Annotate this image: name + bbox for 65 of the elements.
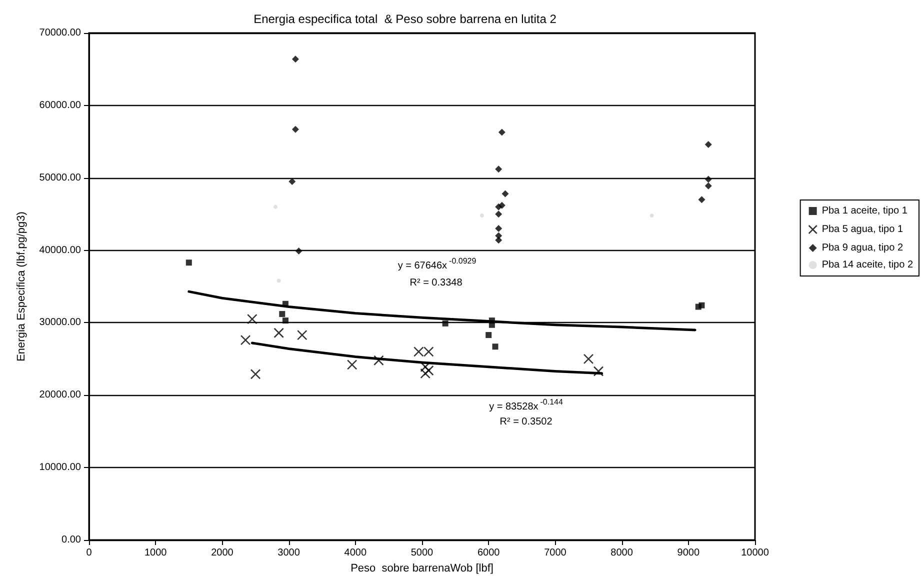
annotation: R² = 0.3502 (500, 416, 553, 428)
point (346, 360, 358, 370)
point (247, 314, 258, 324)
legend-label: Pba 14 aceite, tipo 2 (822, 260, 914, 270)
x-axis-title: Peso sobre barrenaWob [lbf] (350, 562, 494, 574)
y-tick-label: 70000.00 (39, 28, 82, 38)
point (492, 344, 498, 350)
point (498, 128, 506, 136)
point (495, 210, 502, 218)
point (374, 355, 384, 366)
x-tick-label: 10000 (741, 548, 770, 558)
point (486, 332, 492, 338)
point (273, 204, 278, 209)
point (704, 176, 712, 183)
y-tick-label: 30000.00 (39, 317, 82, 328)
point (704, 182, 712, 190)
legend-label: Pba 9 agua, tipo 2 (822, 242, 904, 254)
x-tick-label: 0 (86, 548, 92, 558)
x-tick-label: 3000 (278, 548, 300, 558)
point (424, 365, 434, 376)
point (240, 334, 251, 346)
y-tick-label: 40000.00 (39, 244, 82, 256)
x-tick-label: 4000 (344, 548, 367, 558)
point (276, 278, 281, 283)
x-tick-label: 9000 (677, 548, 700, 558)
point (593, 366, 604, 376)
point (495, 166, 502, 173)
x-tick-label: 2000 (211, 548, 234, 558)
point (704, 141, 712, 148)
point (424, 346, 434, 357)
y-tick-label: 50000.00 (39, 172, 82, 184)
y-tick-label: 20000.00 (39, 390, 82, 401)
y-tick-label: 60000.00 (39, 100, 82, 111)
point (282, 318, 288, 324)
point (583, 354, 594, 364)
point (480, 214, 484, 218)
x-tick-label: 6000 (477, 548, 500, 558)
chart-title: Energia especifica total & Peso sobre barrena en lutita 2 (254, 12, 557, 26)
point (502, 190, 509, 198)
point (442, 320, 448, 326)
x-tick-label: 7000 (544, 548, 567, 558)
point (279, 311, 286, 318)
point (495, 236, 502, 244)
y-tick-label: 10000.00 (39, 462, 82, 474)
x-tick-label: 8000 (610, 548, 634, 558)
point (274, 328, 284, 338)
point (495, 203, 502, 210)
point (296, 330, 308, 340)
y-tick-label: 0.00 (62, 534, 82, 546)
annotation: R² = 0.3348 (410, 278, 463, 288)
y-axis-title: Energia Especifica (lbf.pg/pg3) (16, 212, 28, 362)
x-tick-label: 1000 (144, 548, 168, 558)
point (698, 302, 705, 308)
point (292, 56, 299, 63)
point (186, 260, 192, 266)
point (414, 346, 424, 357)
point (495, 225, 502, 232)
x-tick-label: 5000 (410, 548, 434, 558)
point (650, 214, 654, 218)
legend-label: Pba 1 aceite, tipo 1 (822, 206, 908, 216)
point (698, 196, 706, 204)
legend-label: Pba 5 agua, tipo 1 (822, 224, 904, 235)
point (295, 248, 302, 255)
point (292, 126, 299, 133)
point (250, 368, 261, 380)
